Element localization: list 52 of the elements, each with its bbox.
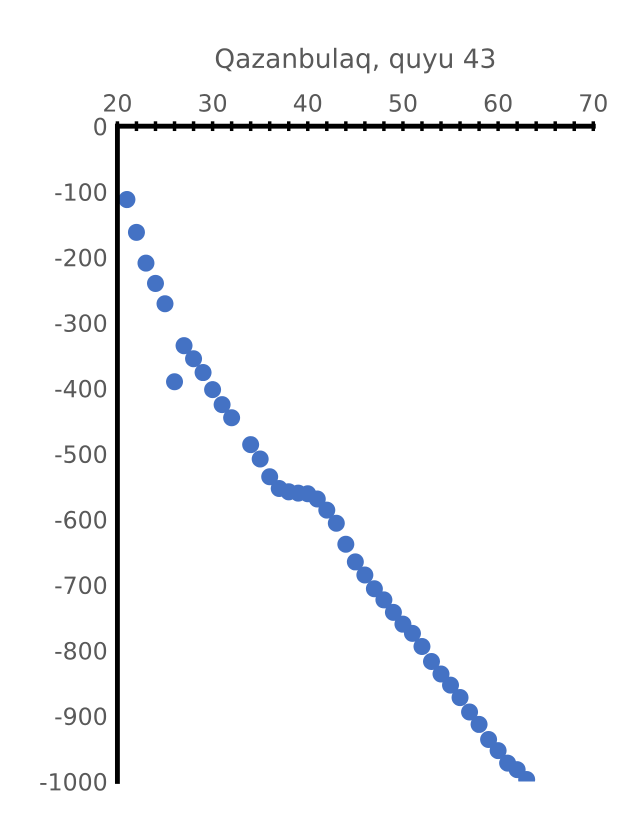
y-tick-label: -100 (55, 183, 106, 202)
point (480, 731, 498, 748)
point (214, 396, 231, 414)
point (432, 665, 450, 682)
y-tick-label: -200 (55, 248, 106, 267)
point (176, 337, 193, 354)
point (461, 703, 478, 720)
y-tick-label: -300 (55, 314, 106, 332)
point (137, 254, 154, 272)
x-tick-label: 40 (294, 94, 322, 112)
point (328, 514, 345, 532)
x-tick-label: 30 (199, 94, 226, 112)
chart-title: Qazanbulaq, quyu 43 (216, 48, 494, 74)
x-tick-label: 60 (484, 94, 512, 112)
point (442, 676, 460, 694)
point (452, 689, 469, 706)
point (356, 566, 374, 584)
point (470, 716, 488, 733)
y-tick-label: -1000 (40, 772, 106, 791)
point (185, 350, 202, 368)
point (318, 502, 336, 519)
point (166, 373, 184, 390)
point (252, 450, 269, 468)
point (204, 381, 222, 398)
y-tick-label: -700 (55, 576, 106, 594)
point (308, 490, 326, 508)
point (384, 604, 402, 621)
y-tick-label: -600 (55, 510, 106, 529)
point (194, 364, 212, 382)
y-tick-label: -500 (55, 445, 106, 464)
point (413, 638, 430, 655)
y-tick-label: 0 (94, 118, 106, 136)
point (375, 591, 392, 608)
x-tick-label: 50 (390, 94, 416, 112)
point (366, 580, 383, 598)
y-tick-label: -900 (55, 707, 106, 726)
point (404, 624, 421, 642)
point (128, 224, 145, 241)
y-tick-label: -400 (55, 380, 106, 398)
point (337, 536, 354, 553)
point (156, 295, 174, 312)
point (146, 274, 164, 292)
point (242, 436, 260, 454)
point (223, 409, 240, 426)
point (346, 553, 364, 570)
point (118, 191, 136, 208)
y-tick-label: -800 (55, 642, 106, 660)
x-tick-label: 20 (104, 94, 131, 112)
point (490, 742, 507, 760)
x-tick-label: 70 (580, 94, 607, 112)
point (422, 653, 440, 670)
point (261, 468, 278, 486)
